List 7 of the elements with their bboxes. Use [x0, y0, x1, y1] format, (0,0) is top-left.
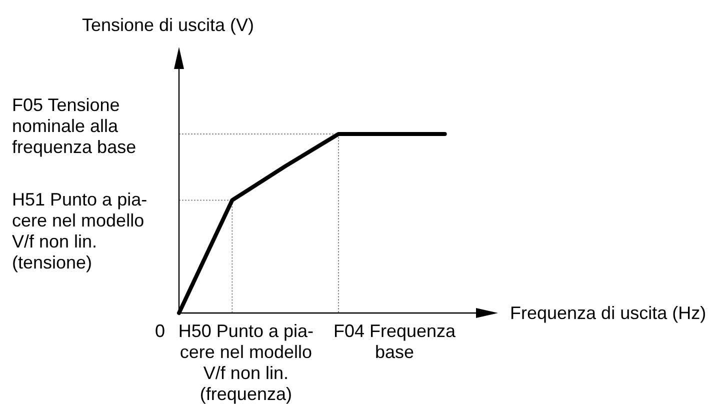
ref-line-label: H51 Punto a pia- cere nel modello V/f non lin. (tensione)	[12, 190, 148, 272]
ref-line-label: F05 Tensione nominale alla frequenza base	[12, 95, 136, 157]
text: 0	[154, 321, 165, 341]
text: F04 Frequenza base	[333, 321, 457, 362]
x-axis-title: Frequenza di uscita (Hz)	[510, 303, 706, 323]
text: Tensione di uscita (V)	[82, 15, 254, 35]
text: H50 Punto a pia- cere nel modello V/f non lin. (frequenza)	[178, 321, 314, 404]
